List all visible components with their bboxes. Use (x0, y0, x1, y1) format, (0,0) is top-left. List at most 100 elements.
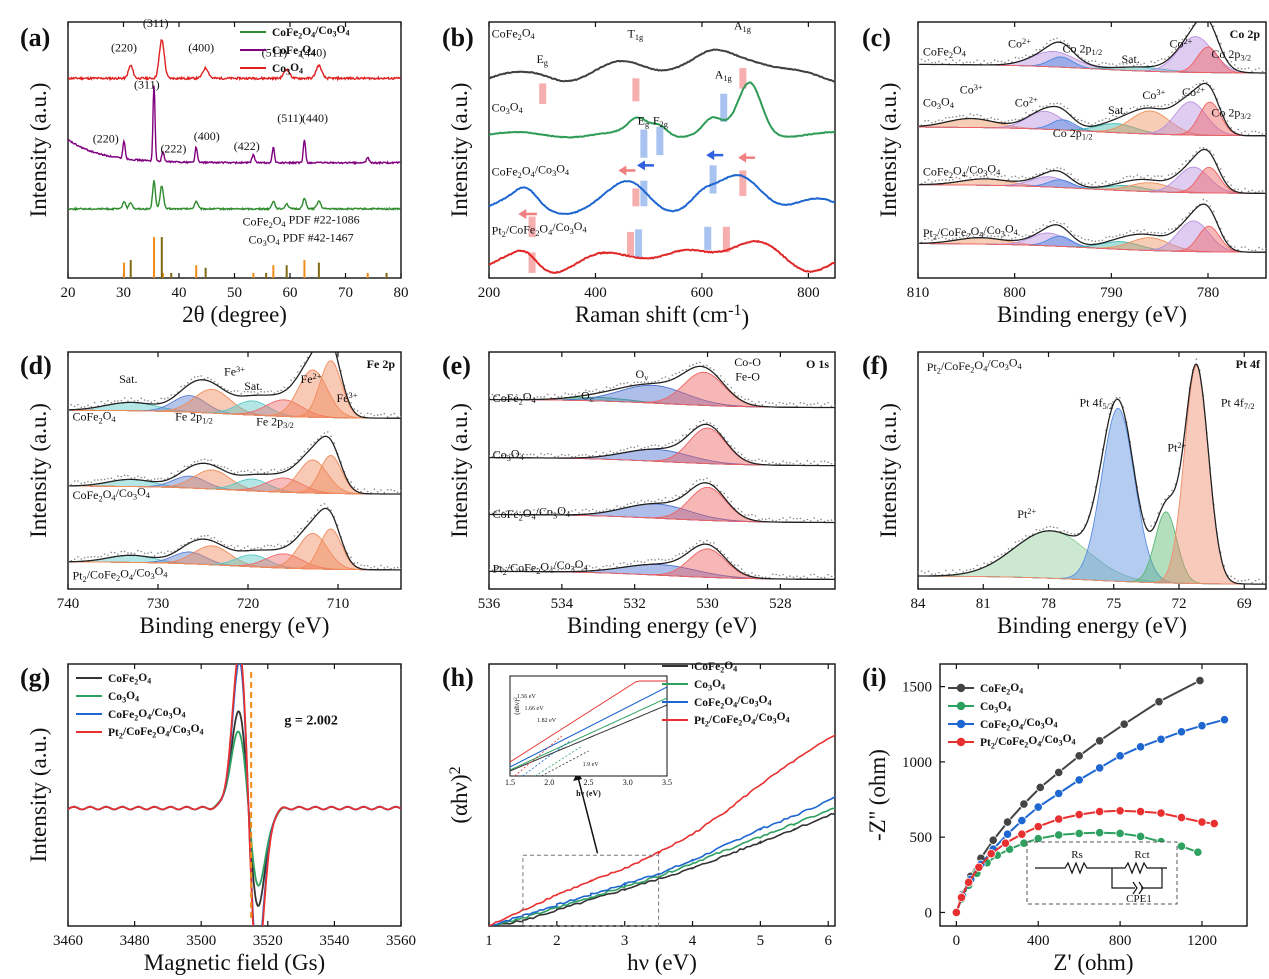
raw-data-point (70, 559, 73, 562)
label-part: O (510, 100, 519, 114)
raw-data-point (543, 396, 546, 398)
raw-data-point (986, 563, 989, 565)
label-part: 2 (970, 365, 974, 374)
label-part: 1g (635, 33, 644, 42)
label-part: 3 (332, 29, 336, 38)
raw-data-point (713, 368, 715, 371)
annotation: Pt2/CoFe2O4/Co3O4 (927, 356, 1023, 376)
raw-data-point (1021, 56, 1024, 59)
label-part: 2 (949, 51, 953, 60)
raw-data-point (588, 565, 591, 567)
raw-data-point (1226, 240, 1229, 242)
raw-data-point (360, 564, 362, 566)
raw-data-point (751, 514, 753, 516)
raw-data-point (1087, 122, 1090, 125)
raw-data-point (519, 511, 521, 513)
label-part: 2+ (1183, 37, 1192, 46)
label-part: 1/2 (1082, 133, 1093, 142)
raw-data-point (1073, 234, 1076, 237)
annotation: Co 2p3/2 (1211, 106, 1251, 122)
raw-data-point (681, 552, 684, 555)
label-part: O (103, 487, 112, 501)
label-part: O (575, 557, 584, 571)
raw-data-point (508, 395, 511, 398)
raw-data-point (120, 475, 123, 478)
raw-data-point (306, 520, 309, 523)
label-part: 2 (705, 719, 709, 728)
raw-data-point (567, 393, 570, 395)
raw-data-point (247, 469, 249, 472)
x-tick-label: 810 (907, 285, 930, 301)
raw-data-point (976, 59, 978, 62)
label-part: 2 (519, 397, 523, 406)
legend-label: Pt2/CoFe2O4/Co3O4 (694, 711, 790, 729)
raw-data-point (1136, 229, 1139, 232)
raw-data-point (643, 381, 646, 384)
raw-data-point (143, 476, 146, 479)
panel-label: (i) (862, 663, 887, 692)
x-axis-label: Magnetic field (Gs) (144, 950, 325, 975)
label-part: 3/2 (1240, 53, 1251, 62)
raw-data-point (547, 510, 549, 512)
label-part: Binding energy (eV) (997, 613, 1187, 638)
fit-envelope (69, 352, 401, 419)
raw-data-point (529, 511, 532, 513)
raw-data-point (320, 435, 322, 437)
x-tick-label: 2 (553, 933, 561, 949)
raw-data-point (127, 474, 129, 477)
raw-data-point (130, 477, 133, 480)
raw-data-point (588, 455, 591, 457)
data-point (1054, 767, 1064, 778)
label-part: 4 (582, 226, 587, 235)
raw-data-point (1098, 63, 1100, 66)
raw-data-point (605, 508, 608, 510)
label-part: 2 (535, 229, 539, 238)
raw-data-point (100, 400, 103, 403)
label-part: 2 (298, 31, 302, 40)
x-axis-label: Binding energy (eV) (997, 302, 1187, 327)
raman-band-marker (632, 188, 640, 207)
raw-data-point (553, 393, 556, 396)
raw-data-point (383, 567, 386, 569)
raw-data-point (1070, 46, 1072, 49)
raw-data-point (785, 403, 788, 406)
label-part: 3 (708, 683, 712, 692)
raw-data-point (598, 568, 601, 570)
raw-data-point (1032, 53, 1034, 56)
raw-data-point (1247, 133, 1250, 136)
raw-data-point (1115, 115, 1118, 118)
plot-body-d (68, 352, 401, 571)
raw-data-point (616, 505, 618, 507)
raw-data-point (1115, 64, 1118, 67)
label-part: O (712, 678, 721, 690)
raw-data-point (948, 238, 951, 241)
raw-data-point (1080, 182, 1083, 184)
label-part: Fe-O (735, 369, 760, 383)
y-tick-label: 1500 (902, 680, 932, 696)
raw-data-point (550, 565, 553, 568)
raw-data-point (360, 490, 362, 493)
raw-data-point (986, 235, 989, 237)
raw-data-point (1174, 100, 1177, 103)
raw-data-point (983, 175, 985, 178)
plot-frame (67, 663, 402, 927)
raw-data-point (765, 576, 767, 579)
circuit-box (1026, 841, 1178, 905)
raw-data-point (512, 565, 515, 568)
label-part: O (724, 660, 733, 672)
annotation: Eg (536, 52, 548, 68)
label-part: 4 (1019, 722, 1023, 731)
raw-data-point (920, 570, 923, 572)
raw-data-point (688, 365, 691, 367)
raw-data-point (626, 563, 629, 565)
raw-data-point (1206, 81, 1208, 84)
label-part: /Co (535, 162, 552, 176)
label-part: 2 (1006, 723, 1010, 732)
raw-data-point (1070, 173, 1072, 176)
raw-data-point (1018, 57, 1020, 59)
raw-data-point (1077, 235, 1079, 237)
raw-data-point (581, 454, 584, 456)
raw-data-point (626, 381, 629, 384)
label-part: 7/2 (1244, 402, 1255, 411)
raw-data-point (952, 569, 954, 572)
